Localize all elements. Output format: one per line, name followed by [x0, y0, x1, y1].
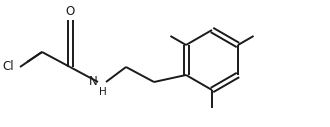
- Text: H: H: [99, 87, 107, 97]
- Text: N: N: [89, 75, 98, 89]
- Text: Cl: Cl: [2, 60, 14, 74]
- Text: O: O: [65, 5, 75, 18]
